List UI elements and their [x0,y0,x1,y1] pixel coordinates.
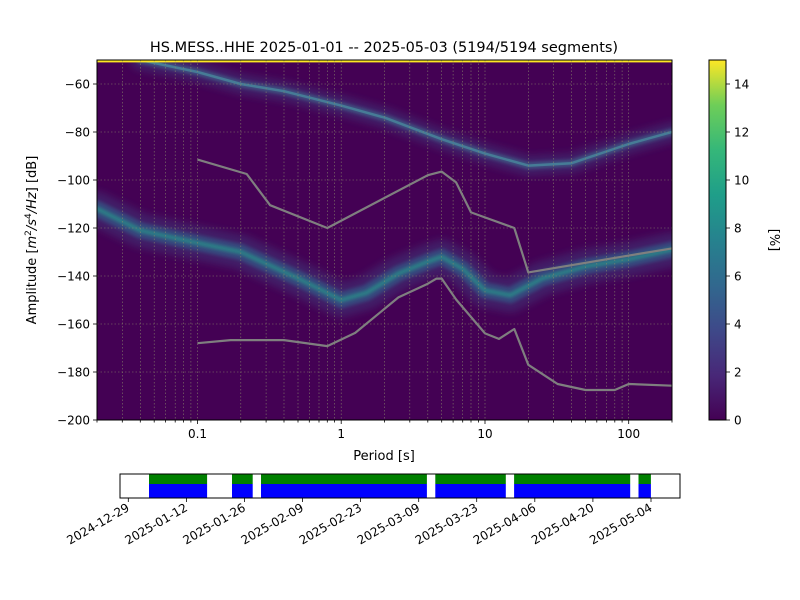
colorbar-tick-label: 4 [734,318,742,332]
timeline-tick-label: 2025-05-04 [587,500,654,547]
y-tick-label: −160 [57,318,90,332]
y-tick-label: −80 [65,126,90,140]
timeline-tick-label: 2025-03-23 [413,500,480,547]
colorbar-tick-label: 0 [734,414,742,428]
x-tick-label: 1 [337,427,345,441]
psd-used-bar [232,484,253,498]
x-tick-label: 100 [617,427,640,441]
psd-used-bar [435,484,506,498]
colorbar-label: [%] [766,229,781,252]
reference-curve-low [197,277,672,392]
y-tick-label: −60 [65,78,90,92]
x-axis-label: Period [s] [353,449,415,464]
reference-curve-high [197,158,672,274]
colorbar-ticks: 0 2 4 6 8 10 12 14 [726,78,749,428]
timeline-tick-label: 2024-12-29 [64,500,131,547]
timeline-tick-label: 2025-04-20 [529,500,596,547]
timeline-tick-label: 2025-04-06 [471,500,538,547]
data-available-bar [435,474,506,484]
psd-used-bar [261,484,427,498]
x-tick-label: 0.1 [188,427,207,441]
psd-mode-1-layer-3 [97,206,672,303]
availability-timeline: 2024-12-292025-01-122025-01-262025-02-09… [64,473,681,547]
data-available-bar [232,474,253,484]
timeline-tick-label: 2025-01-26 [180,500,247,547]
grid-layer [97,60,672,420]
colorbar-tick-label: 8 [734,222,742,236]
data-available-bar [514,474,631,484]
data-available-bar [261,474,427,484]
reference-curves [197,158,672,392]
data-available-bar [149,474,208,484]
timeline-tick-label: 2025-03-09 [355,500,422,547]
plot-area: 0.1 1 10 100 −60 −80 −100 −120 −140 −160 −180 −200… [24,59,673,464]
colorbar-tick-label: 6 [734,270,742,284]
timeline-tick-label: 2025-01-12 [122,500,189,547]
y-tick-label: −120 [57,222,90,236]
psd-used-bar [514,484,631,498]
x-tick-label: 10 [477,427,492,441]
psd-used-bar [149,484,208,498]
timeline-bars [149,474,651,498]
colorbar-tick-label: 12 [734,126,749,140]
timeline-frame [119,473,681,499]
y-tick-label: −100 [57,174,90,188]
y-tick-label: −140 [57,270,90,284]
y-tick-label: −200 [57,414,90,428]
data-available-bar [638,474,651,484]
colorbar-tick-label: 2 [734,366,742,380]
colorbar-tick-label: 10 [734,174,749,188]
psd-mode-2-layer-3 [139,60,672,167]
colorbar-tick-label: 14 [734,78,749,92]
timeline-tick-label: 2025-02-23 [297,500,364,547]
heatmap-layer [97,60,672,317]
y-tick-label: −180 [57,366,90,380]
colorbar: 0 2 4 6 8 10 12 14 [%] [708,59,781,428]
chart-title: HS.MESS..HHE 2025-01-01 -- 2025-05-03 (5… [150,40,618,56]
y-axis-label: Amplitude [m2/s4/Hz] [dB] [24,156,40,325]
timeline-axis: 2024-12-292025-01-122025-01-262025-02-09… [64,498,655,547]
colorbar-gradient [708,59,727,421]
psd-used-bar [638,484,651,498]
y-axis: −60 −80 −100 −120 −140 −160 −180 −200 [57,78,97,428]
timeline-tick-label: 2025-02-09 [239,500,306,547]
x-axis: 0.1 1 10 100 [96,420,673,441]
